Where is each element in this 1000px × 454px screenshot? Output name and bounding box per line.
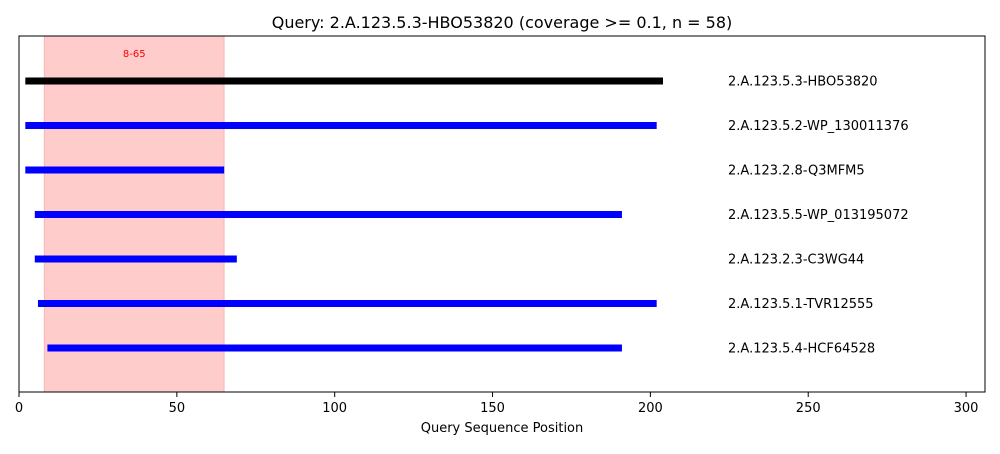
segment-label: 2.A.123.5.1-TVR12555 bbox=[728, 297, 874, 312]
chart-title: Query: 2.A.123.5.3-HBO53820 (coverage >=… bbox=[272, 13, 733, 32]
x-tick-label: 300 bbox=[954, 401, 979, 416]
x-tick-label: 50 bbox=[169, 401, 186, 416]
segment-label: 2.A.123.2.3-C3WG44 bbox=[728, 253, 864, 268]
plot-frame bbox=[18, 35, 986, 393]
segment-label: 2.A.123.5.2-WP_130011376 bbox=[728, 119, 909, 134]
x-tick-label: 150 bbox=[480, 401, 505, 416]
x-tick-label: 0 bbox=[15, 401, 23, 416]
highlight-region-label: 8-65 bbox=[123, 49, 146, 60]
segment-label: 2.A.123.5.3-HBO53820 bbox=[728, 75, 878, 90]
segment-label: 2.A.123.5.4-HCF64528 bbox=[728, 342, 875, 357]
plot-area: 8-65 2.A.123.5.3-HBO53820 2.A.123.5.2-WP_1… bbox=[15, 35, 986, 416]
x-axis-label: Query Sequence Position bbox=[421, 421, 584, 436]
segment-label: 2.A.123.2.8-Q3MFM5 bbox=[728, 164, 865, 179]
x-tick-label: 100 bbox=[322, 401, 347, 416]
x-tick-label: 200 bbox=[638, 401, 663, 416]
x-tick-label: 250 bbox=[796, 401, 821, 416]
segment-label: 2.A.123.5.5-WP_013195072 bbox=[728, 208, 909, 223]
